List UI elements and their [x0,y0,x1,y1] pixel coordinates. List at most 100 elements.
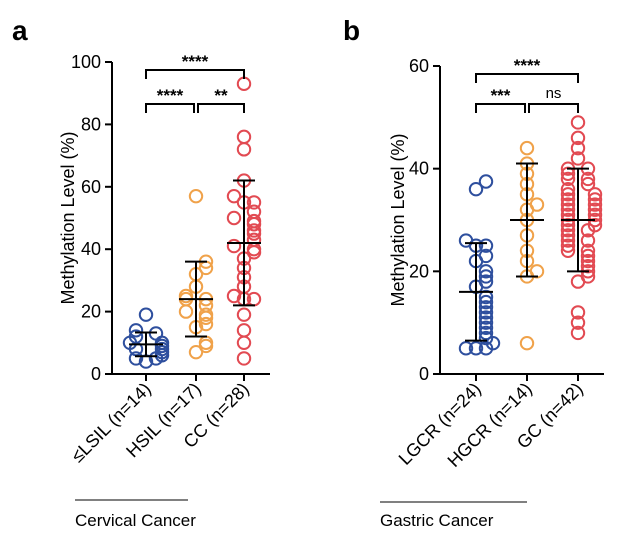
data-point [478,264,494,279]
bracket-line [475,73,579,83]
data-point [560,217,576,233]
data-point [478,274,494,289]
group-label: Gastric Cancer [380,511,494,530]
data-point [560,238,576,253]
data-point [587,187,603,202]
y-tick-label: 60 [409,56,429,76]
data-point [580,269,596,284]
y-tick-label: 0 [419,364,429,384]
series-1 [510,140,545,351]
significance-label: **** [157,86,184,105]
y-tick-label: 80 [81,114,101,134]
data-point [560,243,576,259]
data-point [128,351,144,366]
data-point [587,202,603,217]
y-axis-label: Methylation Level (%) [388,133,408,306]
data-point [478,330,494,346]
data-point [226,210,242,226]
data-point [529,264,545,279]
data-point [570,325,586,341]
data-point [246,213,262,229]
data-point [478,294,494,310]
bracket-line [528,103,579,113]
data-point [560,207,576,223]
significance-label: *** [491,86,511,105]
data-point [560,202,576,217]
data-point [178,288,194,304]
significance-bracket: **** [145,86,195,113]
data-point [236,307,252,322]
data-point [468,182,484,197]
data-point [458,233,474,248]
data-point [236,76,252,92]
significance-label: **** [514,56,541,75]
data-point [478,248,494,264]
data-point [236,323,252,338]
y-tick-label: 100 [71,52,101,72]
data-point [560,228,576,243]
data-point [519,140,535,156]
significance-bracket: **** [145,52,245,79]
data-point [128,329,144,344]
data-point [198,307,214,322]
data-point [570,315,586,330]
data-point [560,171,576,187]
series-0 [458,174,501,356]
bracket-line [475,103,526,113]
data-point [570,115,586,130]
data-point [560,223,576,238]
data-point [570,305,586,320]
y-tick-label: 0 [91,364,101,384]
data-point [580,233,596,248]
data-point [478,310,494,325]
data-point [226,238,242,254]
data-point [458,341,474,356]
data-point [226,288,242,304]
data-point [580,243,596,259]
data-point [236,129,252,145]
data-point [478,305,494,320]
y-tick-label: 20 [409,261,429,281]
data-point [468,341,484,356]
data-point [570,130,586,146]
series-0 [122,307,170,369]
significance-label: **** [182,52,209,71]
data-point [580,176,596,192]
data-point [478,320,494,335]
panel-letter: b [343,15,360,46]
panel-letter: a [12,15,28,46]
series-2 [226,76,262,366]
data-point [138,307,154,322]
data-point [478,174,494,189]
data-point [188,188,204,204]
data-point [580,171,596,187]
data-point [478,238,494,253]
data-point [236,351,252,366]
data-point [519,336,535,351]
data-point [560,192,576,207]
data-point [570,140,586,156]
y-tick-label: 60 [81,177,101,197]
data-point [587,207,603,223]
data-point [246,223,262,238]
data-point [478,325,494,341]
data-point [560,182,576,197]
bracket-line [197,103,245,113]
data-point [246,232,262,248]
data-point [529,197,545,212]
significance-bracket: ns [528,85,579,113]
data-point [478,315,494,330]
data-point [580,259,596,274]
series-1 [178,188,214,360]
y-axis-label: Methylation Level (%) [58,131,78,304]
bracket-line [145,69,245,79]
data-point [587,217,603,233]
data-point [570,151,586,166]
significance-bracket: ** [197,86,245,113]
y-tick-label: 40 [81,239,101,259]
data-point [478,269,494,284]
significance-bracket: *** [475,86,526,113]
